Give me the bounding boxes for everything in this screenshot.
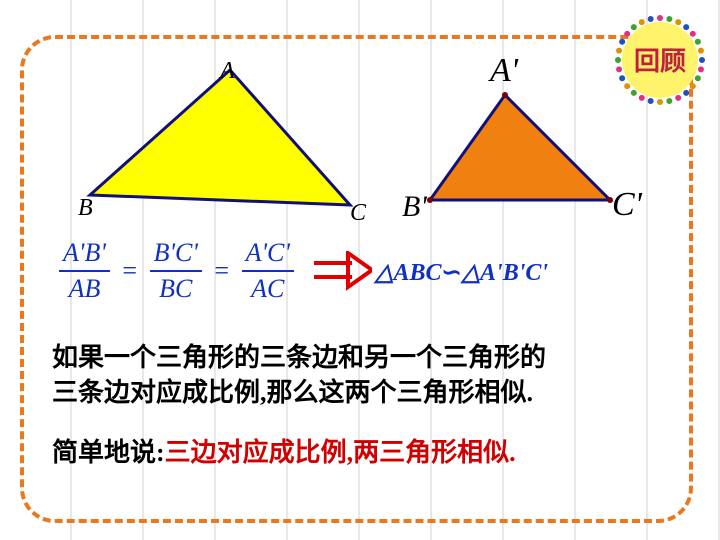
similar-symbol: ∽ bbox=[441, 260, 461, 286]
label-bp: B' bbox=[402, 190, 427, 224]
label-ap: A' bbox=[490, 52, 518, 90]
triangle-abc bbox=[90, 70, 350, 205]
label-a: A bbox=[220, 58, 235, 85]
summary-prefix: 简单地说: bbox=[52, 438, 165, 467]
theorem-line1: 如果一个三角形的三条边和另一个三角形的 bbox=[52, 340, 546, 375]
summary-red: 三边对应成比例,两三角形相似. bbox=[165, 438, 516, 467]
similarity-conclusion: △ABC∽△A'B'C' bbox=[375, 258, 548, 287]
frac3-num: A'C' bbox=[242, 238, 294, 272]
implies-arrow bbox=[312, 251, 372, 291]
label-c: C bbox=[350, 200, 366, 227]
eq1: = bbox=[122, 256, 137, 285]
theorem-line2: 三条边对应成比例,那么这两个三角形相似. bbox=[52, 375, 546, 410]
frac1-num: A'B' bbox=[59, 238, 110, 272]
triangle-apbpcp bbox=[430, 95, 610, 200]
label-cp: C' bbox=[612, 186, 642, 224]
frac2-num: B'C' bbox=[150, 238, 202, 272]
frac3-den: AC bbox=[242, 272, 294, 304]
conc-left: △ABC bbox=[375, 260, 441, 286]
label-b: B bbox=[78, 195, 93, 222]
eq2: = bbox=[214, 256, 229, 285]
summary-text: 简单地说:三边对应成比例,两三角形相似. bbox=[52, 432, 516, 469]
conc-right: △A'B'C' bbox=[462, 260, 548, 286]
theorem-text: 如果一个三角形的三条边和另一个三角形的 三条边对应成比例,那么这两个三角形相似. bbox=[52, 340, 546, 410]
proportion-equation: A'B'AB = B'C'BC = A'C'AC bbox=[55, 238, 372, 304]
frac2-den: BC bbox=[150, 272, 202, 304]
frac1-den: AB bbox=[59, 272, 110, 304]
